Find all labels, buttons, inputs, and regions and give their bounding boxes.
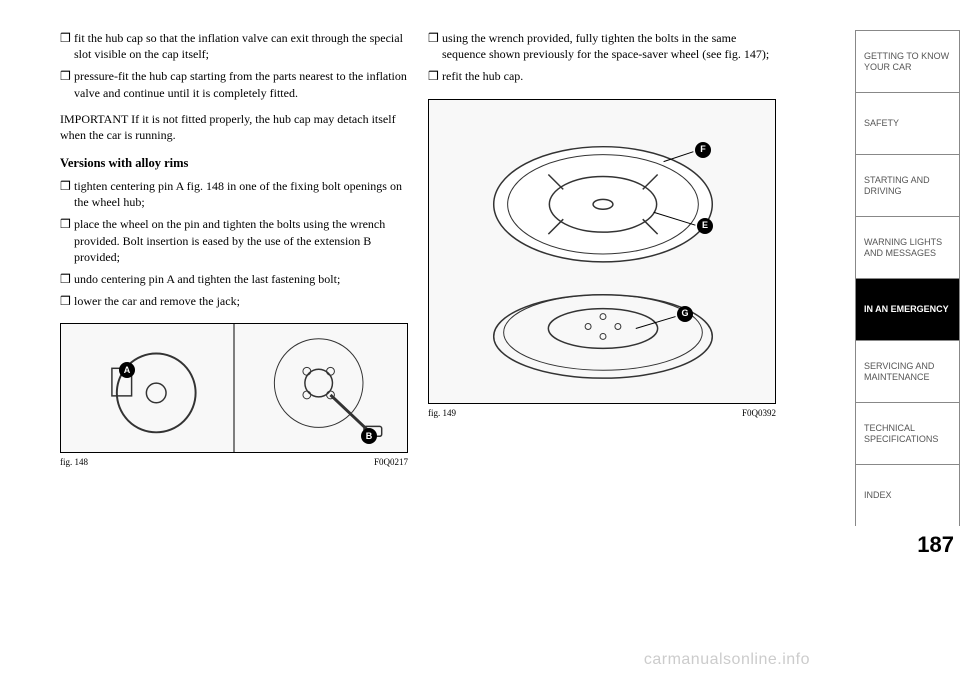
bullet-glyph: ❒: [60, 178, 74, 210]
left-column: ❒ fit the hub cap so that the inflation …: [60, 30, 408, 468]
bullet-text: pressure-fit the hub cap starting from t…: [74, 68, 408, 100]
nav-index[interactable]: INDEX: [855, 464, 960, 526]
bullet-glyph: ❒: [428, 68, 442, 84]
nav-servicing[interactable]: SERVICING AND MAINTENANCE: [855, 340, 960, 402]
bullet-text: fit the hub cap so that the inflation va…: [74, 30, 408, 62]
figure-label-f: F: [695, 142, 711, 158]
bullet-text: place the wheel on the pin and tighten t…: [74, 216, 408, 265]
bullet-item: ❒ pressure-fit the hub cap starting from…: [60, 68, 408, 100]
bullet-item: ❒ refit the hub cap.: [428, 68, 776, 84]
right-column: ❒ using the wrench provided, fully tight…: [428, 30, 776, 468]
bullet-glyph: ❒: [60, 293, 74, 309]
bullet-item: ❒ lower the car and remove the jack;: [60, 293, 408, 309]
nav-safety[interactable]: SAFETY: [855, 92, 960, 154]
subheading: Versions with alloy rims: [60, 155, 408, 172]
hub-diagram-icon: [61, 324, 407, 452]
figure-label-e: E: [697, 218, 713, 234]
bullet-glyph: ❒: [428, 30, 442, 62]
nav-getting-to-know[interactable]: GETTING TO KNOW YOUR CAR: [855, 30, 960, 92]
watermark: carmanualsonline.info: [644, 651, 810, 669]
bullet-glyph: ❒: [60, 68, 74, 100]
nav-warning-lights[interactable]: WARNING LIGHTS AND MESSAGES: [855, 216, 960, 278]
bullet-item: ❒ using the wrench provided, fully tight…: [428, 30, 776, 62]
bullet-item: ❒ undo centering pin A and tighten the l…: [60, 271, 408, 287]
bullet-text: undo centering pin A and tighten the las…: [74, 271, 408, 287]
bullet-glyph: ❒: [60, 30, 74, 62]
figure-number: fig. 149: [428, 407, 456, 419]
nav-in-an-emergency[interactable]: IN AN EMERGENCY: [855, 278, 960, 340]
figure-image: A B: [60, 323, 408, 453]
section-nav: GETTING TO KNOW YOUR CAR SAFETY STARTING…: [855, 30, 960, 558]
figure-number: fig. 148: [60, 456, 88, 468]
nav-starting-driving[interactable]: STARTING AND DRIVING: [855, 154, 960, 216]
figure-label-g: G: [677, 306, 693, 322]
nav-technical-specs[interactable]: TECHNICAL SPECIFICATIONS: [855, 402, 960, 464]
bullet-text: tighten centering pin A fig. 148 in one …: [74, 178, 408, 210]
bullet-glyph: ❒: [60, 271, 74, 287]
bullet-glyph: ❒: [60, 216, 74, 265]
bullet-item: ❒ fit the hub cap so that the inflation …: [60, 30, 408, 62]
bullet-item: ❒ place the wheel on the pin and tighten…: [60, 216, 408, 265]
figure-code: F0Q0392: [742, 407, 776, 419]
figure-149: F E G fig. 149 F0Q0392: [428, 99, 776, 419]
important-note: IMPORTANT If it is not fitted properly, …: [60, 111, 408, 143]
spare-wheel-icon: [429, 100, 775, 403]
bullet-item: ❒ tighten centering pin A fig. 148 in on…: [60, 178, 408, 210]
bullet-text: lower the car and remove the jack;: [74, 293, 408, 309]
figure-code: F0Q0217: [374, 456, 408, 468]
page-number: 187: [855, 532, 960, 558]
figure-image: F E G: [428, 99, 776, 404]
bullet-text: refit the hub cap.: [442, 68, 776, 84]
bullet-text: using the wrench provided, fully tighten…: [442, 30, 776, 62]
figure-148: A B fig. 148 F0Q0217: [60, 323, 408, 468]
